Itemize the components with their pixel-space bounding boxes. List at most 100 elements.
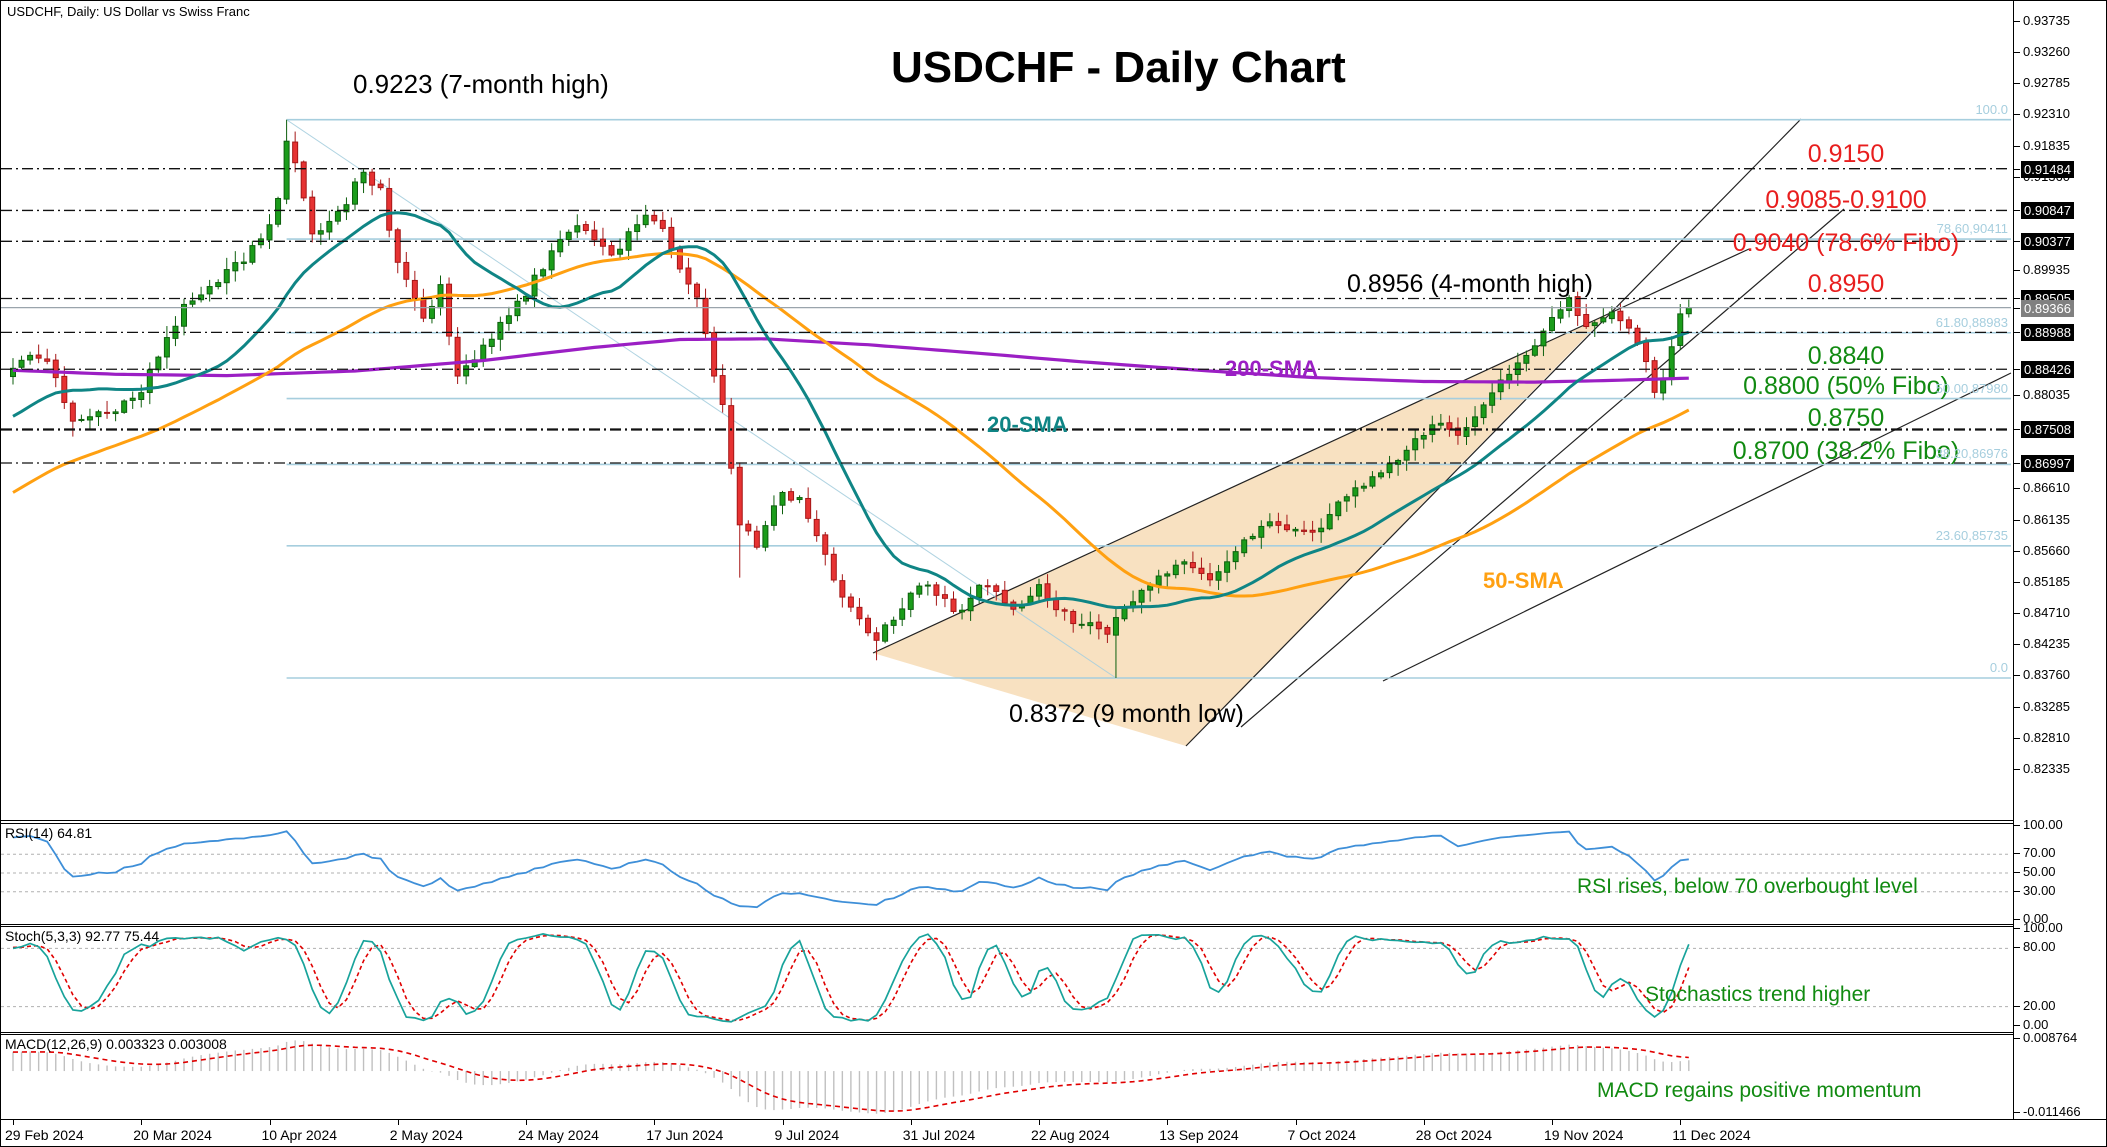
price-axis-box: 0.90377	[2021, 233, 2074, 251]
axis-tick	[2014, 613, 2020, 615]
indicator-axis-label: 0.008764	[2023, 1030, 2078, 1045]
axis-tick	[2014, 872, 2020, 873]
rsi-comment: RSI rises, below 70 overbought level	[1577, 875, 1918, 898]
indicator-axis-label: 100.00	[2023, 817, 2063, 832]
price-axis-tick-label: 0.86610	[2023, 480, 2070, 496]
axis-tick	[2014, 176, 2020, 178]
price-axis-tick-label: 0.88035	[2023, 386, 2070, 402]
stochastic-indicator-panel[interactable]: Stoch(5,3,3) 92.77 75.44 Stochastics tre…	[1, 926, 2014, 1033]
price-axis-tick-label: 0.92310	[2023, 106, 2070, 122]
stoch-d-line	[12, 934, 1690, 1022]
date-tick	[1039, 1120, 1040, 1125]
price-axis-tick-label: 0.85660	[2023, 542, 2070, 558]
axis-tick	[2014, 706, 2020, 708]
date-label: 17 Jun 2024	[646, 1127, 724, 1143]
date-label: 13 Sep 2024	[1159, 1127, 1239, 1143]
indicator-axis-label: 0.00	[2023, 911, 2049, 926]
price-axis-box: 0.86997	[2021, 455, 2074, 473]
macd-canvas	[12, 1040, 1690, 1114]
axis-tick	[2014, 1025, 2020, 1026]
sma-20-line	[12, 211, 1690, 610]
indicator-axis-label: -0.011466	[2023, 1104, 2081, 1119]
axis-tick	[2014, 463, 2020, 465]
indicator-axis-label: 50.00	[2023, 864, 2056, 879]
rsi-line	[12, 830, 1689, 909]
price-axis-tick-label: 0.82810	[2023, 729, 2070, 745]
axis-tick	[2014, 369, 2020, 371]
date-tick	[141, 1120, 143, 1125]
stochastic-canvas	[1, 933, 2011, 1023]
key-level-label: 0.8700 (38.2% Fibo)	[1732, 437, 1960, 465]
indicator-axis-label: 20.00	[2023, 997, 2056, 1013]
indicator-axis-label: 80.00	[2023, 939, 2056, 955]
price-axis-box: 0.88988	[2021, 324, 2074, 342]
axis-tick	[2014, 737, 2020, 739]
indicator-axis-label: 30.00	[2023, 882, 2056, 898]
date-tick	[1680, 1120, 1682, 1125]
axis-tick	[2014, 519, 2020, 521]
axis-tick	[2014, 114, 2020, 116]
price-axis-tick-label: 0.82335	[2023, 760, 2070, 776]
macd-indicator-panel[interactable]: MACD(12,26,9) 0.003323 0.003008 MACD reg…	[1, 1034, 2014, 1121]
key-level-label: 0.8750	[1807, 404, 1885, 432]
seven-month-high-note: 0.9223 (7-month high)	[353, 69, 609, 99]
axis-tick	[2014, 298, 2020, 300]
axis-tick	[2014, 890, 2020, 892]
date-tick	[782, 1120, 784, 1125]
sma200-label: 200-SMA	[1225, 356, 1318, 381]
fib-level-label: 78.60,90411	[1936, 221, 2008, 237]
axis-tick	[2014, 853, 2020, 855]
axis-tick	[2014, 488, 2020, 490]
date-label: 29 Feb 2024	[5, 1127, 84, 1143]
axis-tick	[2014, 83, 2020, 85]
candlestick-series	[10, 119, 1692, 678]
price-axis-tick-label: 0.89935	[2023, 262, 2070, 278]
axis-tick	[2014, 928, 2020, 929]
axis-tick	[2014, 394, 2020, 396]
axis-tick	[2014, 947, 2020, 949]
axis-tick	[2014, 270, 2020, 272]
rsi-canvas	[1, 830, 2011, 909]
price-chart-canvas	[1, 118, 2012, 747]
price-axis-box: 0.91484	[2021, 160, 2074, 178]
date-label: 22 Aug 2024	[1031, 1127, 1110, 1143]
macd-signal-line	[12, 1044, 1689, 1112]
fib-level-label: 61.80,88983	[1935, 314, 2008, 330]
axis-tick	[2014, 168, 2020, 170]
stoch-k-line	[12, 933, 1690, 1023]
axis-tick	[2014, 307, 2020, 309]
fib-level-label: 50.00,87980	[1935, 380, 2008, 396]
date-label: 19 Nov 2024	[1544, 1127, 1624, 1143]
rsi-indicator-panel[interactable]: RSI(14) 64.81 RSI rises, below 70 overbo…	[1, 823, 2014, 925]
axis-tick	[2014, 145, 2020, 147]
date-tick	[1295, 1120, 1297, 1125]
key-level-label: 0.9150	[1807, 140, 1885, 168]
axis-tick	[2014, 550, 2020, 552]
date-tick	[269, 1120, 271, 1125]
price-axis-tick-label: 0.84235	[2023, 636, 2070, 652]
main-price-chart-panel[interactable]: USDCHF, Daily: US Dollar vs Swiss Franc …	[1, 1, 2014, 821]
fib-level-label: 100.0	[1975, 101, 2008, 117]
date-tick	[1552, 1120, 1553, 1125]
date-tick	[910, 1120, 912, 1125]
sma-50-line	[12, 251, 1690, 598]
fib-level-label: 23.60,85735	[1935, 527, 2008, 543]
price-axis[interactable]: 0.937350.932600.927850.923100.918350.913…	[2013, 1, 2106, 1146]
price-axis-tick-label: 0.86135	[2023, 511, 2070, 527]
axis-tick	[2014, 581, 2020, 583]
key-level-label: 0.9040 (78.6% Fibo)	[1732, 229, 1960, 257]
axis-tick	[2014, 21, 2020, 22]
date-label: 31 Jul 2024	[902, 1127, 976, 1143]
date-label: 7 Oct 2024	[1287, 1127, 1357, 1143]
date-label: 10 Apr 2024	[261, 1127, 338, 1143]
axis-tick	[2014, 241, 2020, 243]
price-axis-tick-label: 0.85185	[2023, 573, 2070, 589]
fib-level-label: 38.20,86976	[1935, 446, 2008, 462]
sma20-label: 20-SMA	[987, 412, 1068, 437]
price-axis-box: 0.88426	[2021, 361, 2074, 379]
axis-tick	[2014, 429, 2020, 431]
axis-tick	[2014, 644, 2020, 646]
key-level-label: 0.8840	[1807, 342, 1885, 370]
time-axis[interactable]: 29 Feb 2024 20 Mar 2024 10 Apr 2024 2 May 2…	[1, 1119, 2106, 1146]
